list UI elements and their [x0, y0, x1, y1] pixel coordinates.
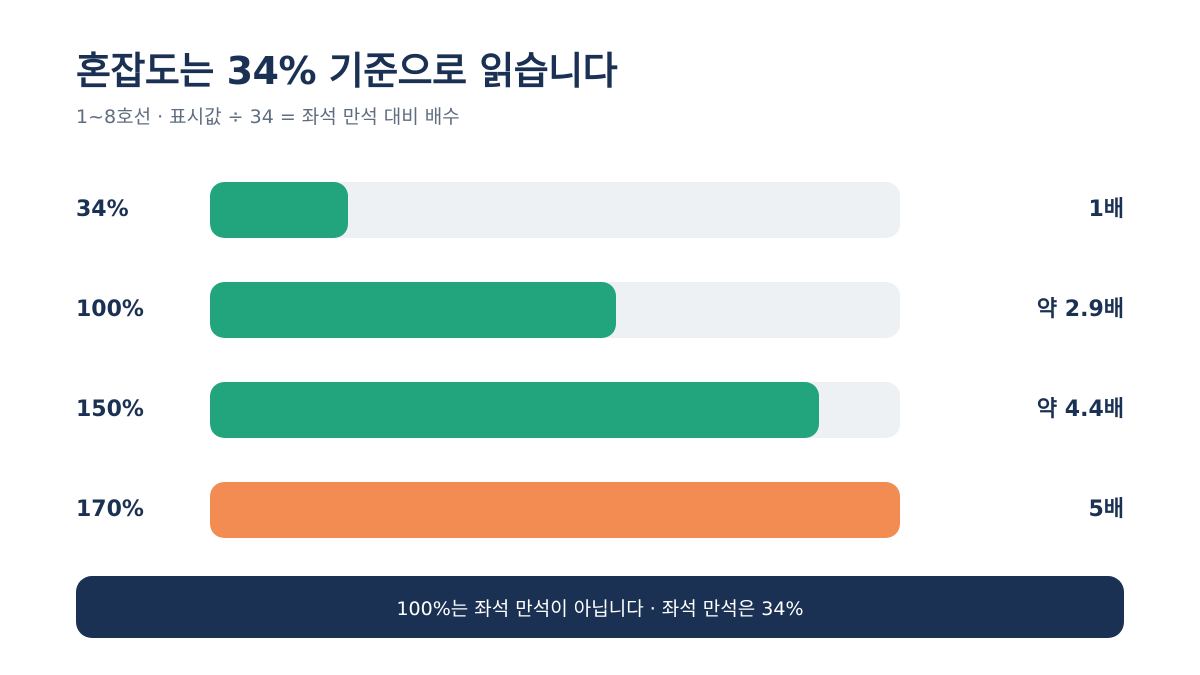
bar — [210, 282, 616, 338]
bar-track — [210, 482, 900, 538]
multiplier-label: 약 2.9배 — [1036, 297, 1124, 322]
chart-subtitle: 1~8호선 · 표시값 ÷ 34 = 좌석 만석 대비 배수 — [76, 106, 460, 128]
bar-track — [210, 382, 900, 438]
bar — [210, 482, 900, 538]
footer-banner: 100%는 좌석 만석이 아닙니다 · 좌석 만석은 34% — [76, 576, 1124, 638]
category-label: 34% — [76, 197, 129, 222]
multiplier-label: 5배 — [1088, 497, 1124, 522]
category-label: 150% — [76, 397, 144, 422]
bar-track — [210, 282, 900, 338]
chart-title: 혼잡도는 34% 기준으로 읽습니다 — [76, 49, 618, 93]
bar — [210, 382, 819, 438]
multiplier-label: 1배 — [1088, 197, 1124, 222]
category-label: 100% — [76, 297, 144, 322]
multiplier-label: 약 4.4배 — [1036, 397, 1124, 422]
bar — [210, 182, 348, 238]
bar-track — [210, 182, 900, 238]
category-label: 170% — [76, 497, 144, 522]
